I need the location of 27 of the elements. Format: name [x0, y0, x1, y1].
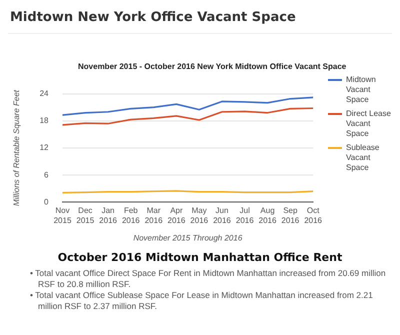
x-axis-title: November 2015 Through 2016: [133, 233, 243, 242]
chart-subtitle: November 2015 - October 2016 New York Midtown Office Vacant Space: [78, 62, 348, 71]
text: October 2016 Midtown Manhattan Office Rent: [56, 251, 344, 264]
text: • Total vacant Office Sublease Space For Lease in Midtown Manhattan increased from 2.21 million RSF to 2.37 million RSF.: [30, 290, 374, 312]
legend-label: Midtown Vacant Space: [346, 75, 377, 105]
x-tick-label: May 2016: [190, 206, 209, 225]
x-tick-label: Dec 2015: [76, 206, 95, 225]
y-tick-label: 12: [40, 143, 50, 152]
y-tick-label: 6: [44, 170, 50, 180]
y-tick-label: 0: [44, 197, 50, 206]
x-tick-label: Jan 2016: [99, 206, 118, 225]
text: • Total vacant Office Direct Space For Rent in Midtown Manhattan increased from 20.69 million RSF to 20.8 million RSF.: [30, 268, 387, 290]
x-tick-label: Aug 2016: [258, 206, 277, 225]
y-axis-title: Millions of Rentable Square Feet: [12, 89, 22, 206]
x-tick-label: Jun 2016: [213, 206, 232, 225]
x-tick-label: Jul 2016: [236, 206, 254, 225]
x-tick-label: Oct 2016: [304, 206, 323, 225]
x-tick-label: Nov 2015: [54, 206, 72, 225]
y-tick-label: 18: [40, 116, 50, 126]
legend-label: Direct Lease Vacant Space: [346, 109, 392, 139]
chart-title: Midtown New York Office Vacant Space: [8, 8, 392, 34]
x-tick-label: Sep 2016: [281, 206, 300, 225]
x-tick-label: Mar 2016: [144, 206, 164, 225]
x-tick-label: Feb 2016: [122, 206, 140, 225]
x-tick-label: Apr 2016: [168, 206, 186, 225]
legend-label: Sublease Vacant Space: [346, 143, 380, 173]
y-tick-label: 24: [40, 89, 50, 98]
